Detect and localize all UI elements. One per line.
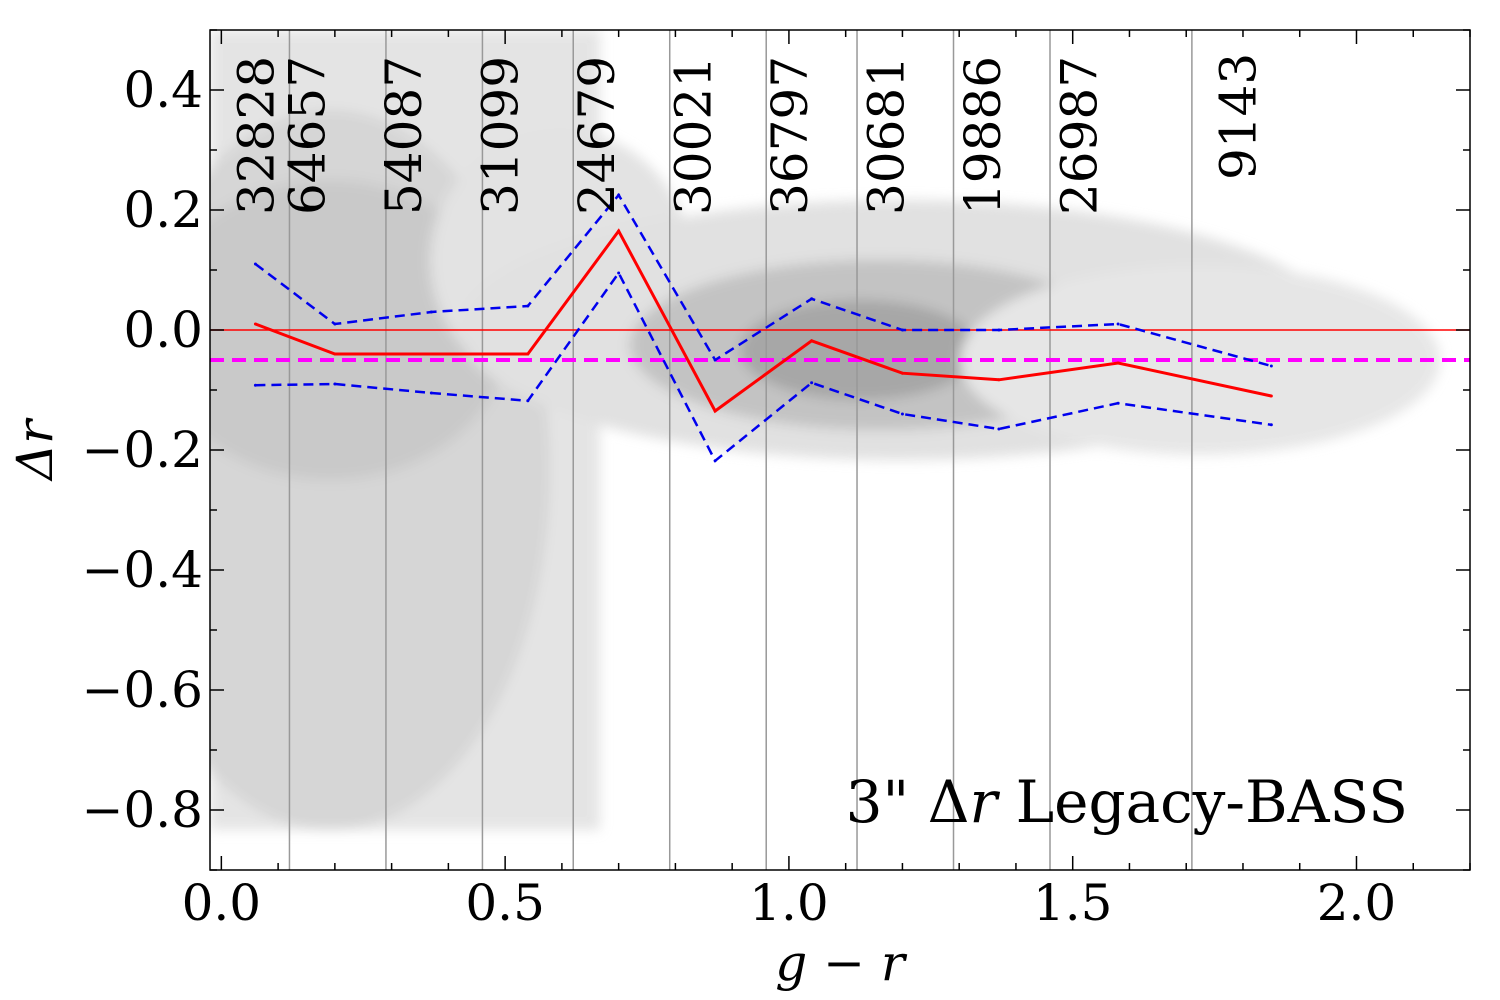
median-point xyxy=(253,322,257,326)
upper-point xyxy=(333,322,337,326)
x-tick-label: 2.0 xyxy=(1317,874,1397,932)
bin-count-label: 9143 xyxy=(1209,53,1267,180)
upper-point xyxy=(526,304,530,308)
x-tick-label: 0.5 xyxy=(465,874,545,932)
lower-point xyxy=(810,381,814,385)
reference-lines xyxy=(210,329,1470,362)
median-point xyxy=(526,352,530,356)
x-tick-label: 0.0 xyxy=(182,874,262,932)
lower-point xyxy=(429,391,433,395)
bin-count-label: 54087 xyxy=(375,56,433,215)
y-tick-label: −0.8 xyxy=(82,781,203,839)
median-point xyxy=(429,352,433,356)
bin-boundaries xyxy=(288,30,1193,870)
bin-count-label: 30681 xyxy=(857,56,915,215)
upper-point xyxy=(713,358,717,362)
median-point xyxy=(1116,361,1120,365)
bin-count-label: 36797 xyxy=(761,56,819,215)
median-point xyxy=(997,378,1001,382)
median-point xyxy=(900,371,904,375)
lower-point xyxy=(713,459,717,463)
lower-point xyxy=(253,383,257,387)
axis-tick-labels: 0.0 0.5 1.0 1.5 2.0 0.4 0.2 0.0 −0.2 −0.4 −0.6 −0.8 xyxy=(82,61,1397,932)
median-point xyxy=(1269,394,1273,398)
y-tick-label: 0.0 xyxy=(123,301,203,359)
bin-count-label: 26987 xyxy=(1050,56,1108,215)
bin-count-label: 24679 xyxy=(568,56,626,215)
bin-count-label: 30021 xyxy=(664,56,722,215)
upper-point xyxy=(1116,322,1120,326)
upper-point xyxy=(810,297,814,301)
upper-point xyxy=(617,193,621,197)
median-point xyxy=(810,339,814,343)
bin-count-label: 64657 xyxy=(278,56,336,215)
median-point xyxy=(713,409,717,413)
y-tick-label: −0.4 xyxy=(82,541,203,599)
x-axis-title: g − r xyxy=(775,934,908,992)
lower-point xyxy=(617,271,621,275)
median-point xyxy=(333,352,337,356)
upper-point xyxy=(429,310,433,314)
axis-ticks xyxy=(210,29,1471,871)
series-lines xyxy=(253,192,1273,463)
upper-point xyxy=(900,328,904,332)
upper-point xyxy=(1269,364,1273,368)
lower-point xyxy=(1269,423,1273,427)
y-axis-title: Δr xyxy=(6,417,64,482)
y-tick-label: −0.6 xyxy=(82,661,203,719)
y-tick-label: 0.4 xyxy=(123,61,203,119)
lower-point xyxy=(1116,401,1120,405)
annotation-label: 3" Δr Legacy-BASS xyxy=(846,768,1408,836)
upper-point xyxy=(997,328,1001,332)
lower-point xyxy=(333,382,337,386)
upper-point xyxy=(253,262,257,266)
lower-point xyxy=(900,412,904,416)
median-point xyxy=(617,229,621,233)
lower-point xyxy=(997,427,1001,431)
bin-count-label: 31099 xyxy=(471,56,529,215)
bin-count-label: 19886 xyxy=(954,56,1012,215)
bin-count-label: 32828 xyxy=(227,56,285,215)
x-tick-label: 1.0 xyxy=(749,874,829,932)
y-tick-label: 0.2 xyxy=(123,181,203,239)
x-tick-label: 1.5 xyxy=(1033,874,1113,932)
y-tick-label: −0.2 xyxy=(82,421,203,479)
lower-point xyxy=(526,399,530,403)
